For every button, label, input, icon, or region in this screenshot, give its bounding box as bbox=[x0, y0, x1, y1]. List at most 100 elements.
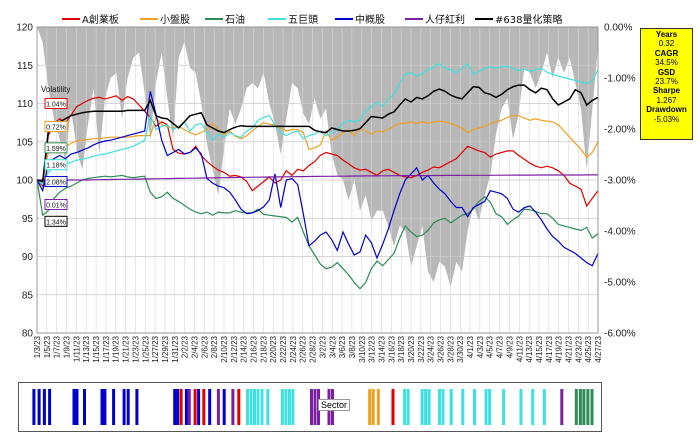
sector-bar bbox=[187, 389, 191, 425]
sector-bar bbox=[253, 389, 256, 425]
sector-bar bbox=[249, 389, 253, 425]
x-tick-label: 3/30/23 bbox=[456, 335, 465, 362]
plot-frame bbox=[36, 26, 599, 334]
x-tick-label: 4/5/23 bbox=[486, 335, 495, 358]
x-tick-label: 4/19/23 bbox=[555, 335, 564, 362]
y-tick-label: 90 bbox=[22, 252, 34, 263]
x-tick-label: 1/15/23 bbox=[92, 335, 101, 362]
series-lines bbox=[36, 62, 599, 290]
volatility-value: 2.08% bbox=[46, 180, 66, 187]
cagr-value: 34.5% bbox=[655, 58, 678, 68]
x-tick-label: 2/24/23 bbox=[289, 335, 298, 362]
sector-bar bbox=[574, 389, 578, 425]
series-line bbox=[36, 91, 599, 267]
y-tick-label: 85 bbox=[22, 290, 34, 301]
sector-bar bbox=[100, 389, 104, 425]
legend-label: 人仔紅利 bbox=[425, 14, 465, 26]
sector-bar bbox=[197, 389, 201, 425]
y-tick-label: 105 bbox=[16, 137, 33, 148]
sector-bar bbox=[184, 389, 188, 425]
sector-bar bbox=[586, 389, 590, 425]
stats-panel: Years 0.32 CAGR 34.5% GSD 23.7% Sharpe 1… bbox=[640, 28, 693, 140]
x-tick-label: 1/9/23 bbox=[63, 335, 72, 358]
x-tick-label: 4/25/23 bbox=[584, 335, 593, 362]
sector-bar bbox=[368, 389, 372, 425]
y2-tick-label: -6.00% bbox=[604, 329, 636, 340]
sector-bar bbox=[179, 389, 183, 425]
x-tick-label: 4/17/23 bbox=[545, 335, 554, 362]
sector-bar bbox=[75, 389, 79, 425]
volatility-box bbox=[44, 176, 68, 188]
sector-bar bbox=[83, 389, 86, 425]
sector-bar bbox=[112, 389, 116, 425]
legend-label: 小盤股 bbox=[160, 13, 190, 26]
x-tick-label: 1/13/23 bbox=[82, 335, 91, 362]
x-tick-label: 2/26/23 bbox=[299, 335, 308, 362]
sector-bar bbox=[222, 389, 226, 425]
x-tick-label: 3/24/23 bbox=[427, 335, 436, 362]
volatility-box bbox=[44, 159, 68, 171]
x-tick-label: 4/15/23 bbox=[535, 335, 544, 362]
sector-bar bbox=[391, 389, 395, 425]
sector-bar bbox=[260, 389, 264, 425]
volatility-value: 1.04% bbox=[46, 102, 66, 109]
sector-bar bbox=[231, 389, 235, 425]
x-tick-label: 4/1/23 bbox=[466, 335, 475, 358]
sharpe-label: Sharpe bbox=[652, 86, 681, 96]
sector-bar bbox=[216, 389, 220, 425]
x-tick-label: 1/29/23 bbox=[161, 335, 170, 362]
x-tick-label: 3/16/23 bbox=[387, 335, 396, 362]
series-line bbox=[36, 115, 599, 185]
sector-bar bbox=[291, 389, 295, 425]
sharpe-value: 1.267 bbox=[656, 95, 677, 105]
x-tick-label: 1/19/23 bbox=[112, 335, 121, 362]
drawdown-value: -5.03% bbox=[653, 114, 680, 124]
drawdown-shape bbox=[37, 27, 598, 288]
sector-bar bbox=[313, 389, 317, 425]
x-tick-label: 2/4/23 bbox=[190, 335, 199, 358]
legend-label: #638量化策略 bbox=[495, 13, 562, 26]
sector-bar bbox=[37, 389, 41, 425]
sector-bar bbox=[403, 389, 407, 425]
volatility-value: 0.01% bbox=[46, 202, 66, 209]
volatility-box bbox=[44, 98, 68, 109]
x-tick-label: 4/11/23 bbox=[515, 335, 524, 362]
sector-bar bbox=[284, 389, 288, 425]
y-tick-label: 110 bbox=[17, 99, 33, 110]
sector-bar bbox=[461, 389, 465, 425]
gsd-value: 23.7% bbox=[655, 77, 678, 87]
sector-bar bbox=[560, 389, 564, 425]
volatility-box bbox=[44, 215, 68, 227]
sector-bar bbox=[473, 389, 476, 425]
x-tick-label: 4/3/23 bbox=[476, 335, 485, 358]
x-tick-label: 3/8/23 bbox=[348, 335, 357, 358]
sector-bar bbox=[72, 389, 76, 425]
sector-bar bbox=[173, 389, 177, 425]
x-tick-label: 1/3/23 bbox=[33, 335, 42, 358]
volatility-box bbox=[44, 198, 68, 210]
x-tick-label: 2/14/23 bbox=[240, 335, 249, 362]
series-line bbox=[36, 84, 599, 183]
sector-bar bbox=[424, 389, 428, 425]
sector-bar bbox=[193, 389, 197, 425]
x-tick-label: 2/8/23 bbox=[210, 335, 219, 358]
sector-bar bbox=[126, 389, 130, 425]
sector-bar bbox=[310, 389, 313, 425]
years-label: Years bbox=[655, 30, 678, 39]
volatility-title: Volatility bbox=[41, 85, 70, 94]
x-tick-label: 4/21/23 bbox=[564, 335, 573, 362]
x-tick-label: 4/13/23 bbox=[525, 335, 534, 362]
sector-bar bbox=[280, 389, 284, 425]
sector-bar bbox=[32, 389, 36, 425]
sector-bar bbox=[582, 389, 586, 425]
y-tick-label: 100 bbox=[16, 176, 33, 187]
x-tick-label: 2/22/23 bbox=[279, 335, 288, 362]
years-value: 0.32 bbox=[658, 39, 675, 49]
x-tick-label: 4/27/23 bbox=[594, 335, 603, 362]
y2-tick-label: 0.00% bbox=[604, 23, 632, 34]
volatility-labels: Volatility 1.04% 0.72% 1.59% 1.18% 2.08% 0.01%… bbox=[41, 85, 70, 227]
volatility-value: 1.34% bbox=[46, 219, 66, 226]
sector-bar bbox=[202, 389, 206, 425]
y-tick-label: 95 bbox=[22, 214, 34, 225]
